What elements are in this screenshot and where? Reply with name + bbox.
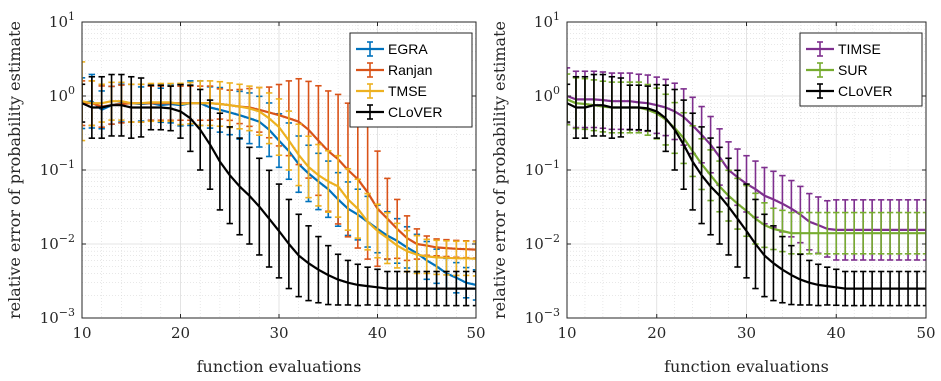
legend-item-egra: EGRA xyxy=(356,41,428,57)
legend-label: TMSE xyxy=(388,83,427,99)
y-tick-label: 101 xyxy=(49,10,75,31)
y-axis-label: relative error of probability estimate xyxy=(5,21,24,319)
legend-label: Ranjan xyxy=(388,62,432,78)
legend-label: TIMSE xyxy=(838,41,881,57)
series-line xyxy=(82,102,476,290)
series-clover xyxy=(82,73,476,307)
legend-item-ranjan: Ranjan xyxy=(356,62,432,78)
legend: TIMSE SUR CLoVER xyxy=(799,32,923,107)
chart-panel-right: 10 20 30 40 50 10−3 10−2 10−1 100 101 function eva… xyxy=(490,10,936,376)
legend-item-clover: CLoVER xyxy=(356,104,442,120)
legend-label: EGRA xyxy=(388,41,428,57)
legend-item-tmse: TMSE xyxy=(356,83,427,99)
y-tick-label: 100 xyxy=(534,84,560,105)
x-tick-label: 20 xyxy=(647,324,666,342)
y-tick-label: 10−1 xyxy=(525,158,560,179)
x-axis-label: function evaluations xyxy=(197,357,362,376)
legend-label: SUR xyxy=(838,62,868,78)
plot-area xyxy=(82,61,476,307)
legend-item-sur: SUR xyxy=(806,62,868,78)
series-line xyxy=(567,102,926,290)
series-line xyxy=(82,100,476,260)
y-tick-label: 10−1 xyxy=(40,158,75,179)
legend-item-timse: TIMSE xyxy=(806,41,881,57)
x-tick-label: 40 xyxy=(368,324,387,342)
y-axis-label: relative error of probability estimate xyxy=(490,21,509,319)
legend-label: CLoVER xyxy=(388,104,442,120)
y-tick-label: 10−2 xyxy=(525,232,560,253)
x-tick-label: 20 xyxy=(171,324,190,342)
legend-item-clover: CLoVER xyxy=(806,83,892,99)
legend: EGRA Ranjan TMSE CLoVER xyxy=(349,32,473,128)
x-tick-label: 30 xyxy=(737,324,756,342)
series-clover xyxy=(567,73,926,307)
plot-area xyxy=(567,67,926,307)
x-tick-label: 10 xyxy=(557,324,576,342)
x-tick-label: 50 xyxy=(466,324,485,342)
x-tick-label: 40 xyxy=(827,324,846,342)
chart-panel-left: 10 20 30 40 50 10−3 10−2 10−1 100 101 function eva… xyxy=(5,10,486,376)
y-tick-label: 10−2 xyxy=(40,232,75,253)
x-tick-label: 10 xyxy=(72,324,91,342)
y-tick-label: 10−3 xyxy=(525,306,560,327)
x-axis-label: function evaluations xyxy=(664,357,829,376)
x-tick-label: 30 xyxy=(269,324,288,342)
y-tick-label: 10−3 xyxy=(40,306,75,327)
y-tick-label: 101 xyxy=(534,10,560,31)
y-tick-label: 100 xyxy=(49,84,75,105)
x-tick-label: 50 xyxy=(916,324,935,342)
legend-label: CLoVER xyxy=(838,83,892,99)
